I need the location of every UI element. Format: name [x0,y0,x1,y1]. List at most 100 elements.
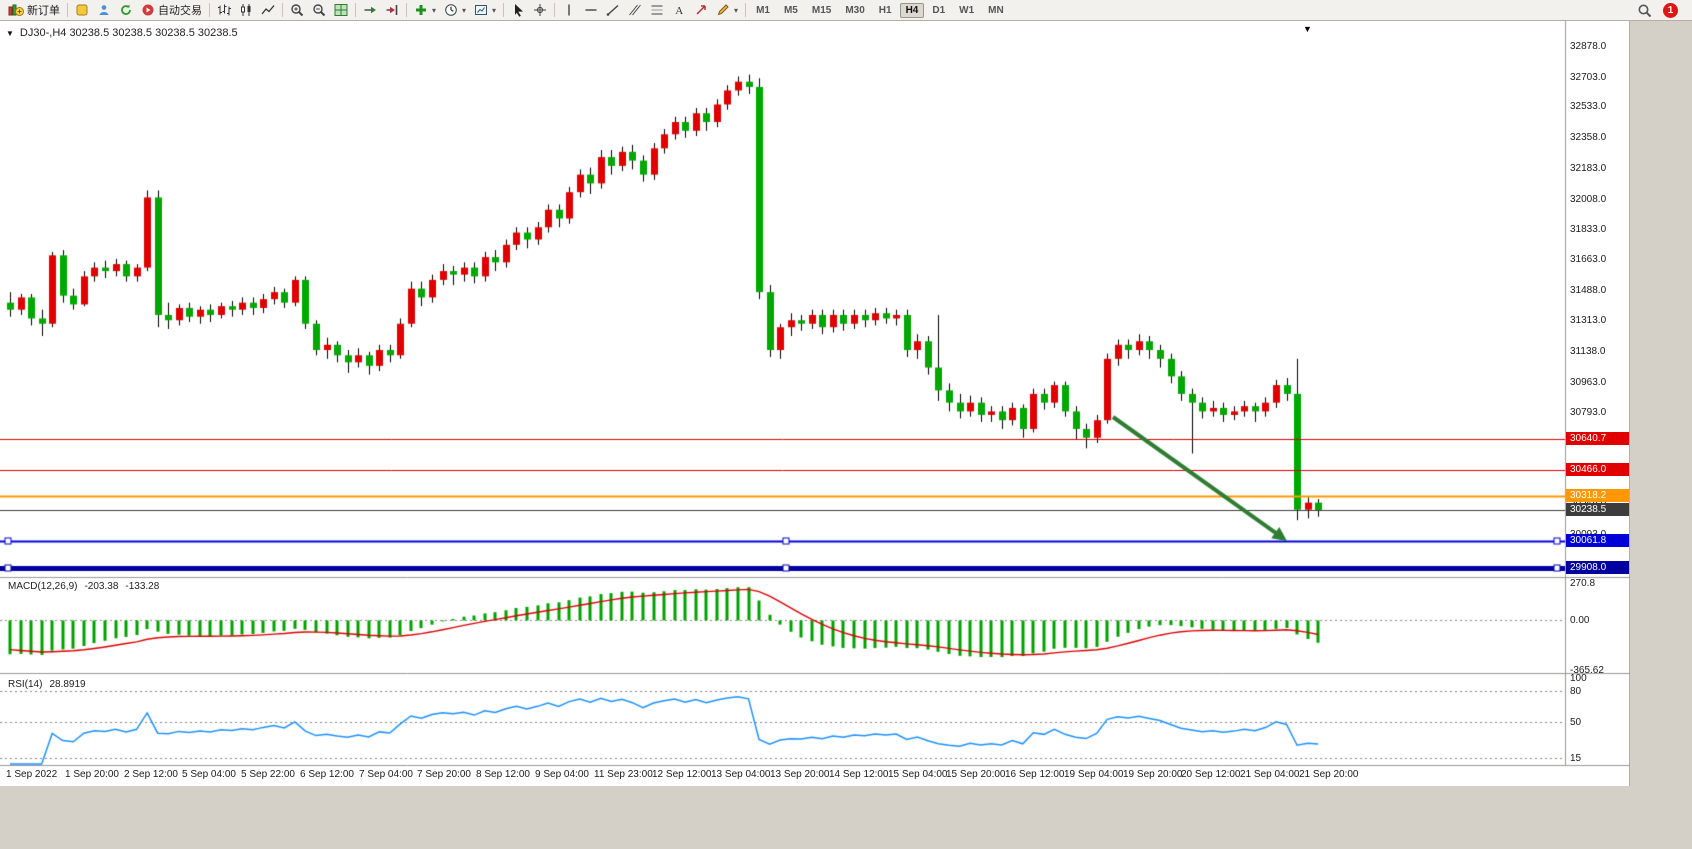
time-axis-label: 14 Sep 12:00 [829,769,889,780]
line-chart-icon [261,3,275,17]
autotrade-icon [141,3,155,17]
time-axis-label: 2 Sep 12:00 [124,769,178,780]
market-button[interactable] [93,1,115,19]
time-axis-label: 9 Sep 04:00 [535,769,589,780]
indicators-button[interactable]: ▾ [410,1,440,19]
time-axis-label: 12 Sep 12:00 [652,769,712,780]
resistance-price-tag-1: 30640.7 [1566,432,1629,445]
text-button[interactable]: A [668,1,690,19]
support-price-tag-2: 29908.0 [1566,561,1629,574]
time-axis-label: 15 Sep 04:00 [888,769,948,780]
price-axis-label: 32533.0 [1570,101,1607,112]
price-axis-label: 30963.0 [1570,377,1607,388]
new-order-button[interactable]: 新订单 [4,1,64,19]
price-axis-label: 32358.0 [1570,132,1607,143]
search-icon [1637,3,1652,18]
indicators-icon [414,3,428,17]
zoom-in-icon [290,3,304,17]
price-axis-label: 31138.0 [1570,346,1606,357]
algo-trading-button[interactable]: 自动交易 [137,1,206,19]
macd-indicator-label: MACD(12,26,9) -203.38 -133.28 [8,581,159,592]
price-chart-canvas[interactable] [0,21,1630,786]
zoom-in-button[interactable] [286,1,308,19]
time-axis-label: 7 Sep 20:00 [417,769,471,780]
tile-windows-button[interactable] [330,1,352,19]
chart-menu-arrow-icon[interactable]: ▼ [1303,24,1312,34]
crosshair-button[interactable] [529,1,551,19]
chart-shift-button[interactable] [381,1,403,19]
periods-button[interactable]: ▾ [440,1,470,19]
timeframe-w1-button[interactable]: W1 [959,4,975,16]
cursor-icon [511,3,525,17]
chart-shift-icon [385,3,399,17]
dropdown-caret-icon: ▾ [462,5,467,15]
one-click-trading-arrow-icon[interactable]: ▼ [6,28,14,38]
time-axis-label: 21 Sep 04:00 [1240,769,1300,780]
timeframe-d1-button[interactable]: D1 [932,4,946,16]
timeframe-m15-button[interactable]: M15 [811,4,832,16]
crosshair-icon [533,3,547,17]
fibonacci-button[interactable] [646,1,668,19]
time-axis-label: 21 Sep 20:00 [1299,769,1359,780]
line-chart-button[interactable] [257,1,279,19]
zoom-out-button[interactable] [308,1,330,19]
market-icon [97,3,111,17]
vertical-line-button[interactable] [558,1,580,19]
orange-level-price-tag: 30318.2 [1566,489,1629,502]
horizontal-line-button[interactable] [580,1,602,19]
time-axis-label: 16 Sep 12:00 [1005,769,1065,780]
vertical-line-icon [562,3,576,17]
timeframe-m30-button[interactable]: M30 [845,4,865,16]
price-axis-label: 32008.0 [1570,194,1607,205]
fibonacci-icon [650,3,664,17]
auto-scroll-button[interactable] [359,1,381,19]
cursor-button[interactable] [507,1,529,19]
templates-button[interactable]: ▾ [470,1,500,19]
text-icon: A [672,3,686,17]
support-price-tag-1: 30061.8 [1566,534,1629,547]
refresh-button[interactable] [115,1,137,19]
metaeditor-button[interactable] [71,1,93,19]
time-axis-label: 8 Sep 12:00 [476,769,530,780]
time-axis-label: 15 Sep 20:00 [946,769,1006,780]
candlestick-chart-button[interactable] [235,1,257,19]
dropdown-caret-icon: ▾ [492,5,497,15]
price-axis-label: 32183.0 [1570,163,1607,174]
price-axis-label: 32703.0 [1570,72,1607,83]
main-toolbar: 新订单 自动交易 ▾ ▾ ▾ A ▾ M1 M5 M15 M30 H1 H4 D1 W1 MN 1 [0,0,1692,21]
candlestick-icon [239,3,253,17]
bar-chart-button[interactable] [213,1,235,19]
arrows-button[interactable] [690,1,712,19]
algo-trading-button-label: 自动交易 [158,5,202,17]
toolbar-separator [355,3,356,17]
time-axis-label: 1 Sep 2022 [6,769,58,780]
timeframe-h4-button[interactable]: H4 [899,2,925,18]
rsi-indicator-label: RSI(14) 28.8919 [8,679,86,690]
tile-windows-icon [334,3,348,17]
timeframe-mn-button[interactable]: MN [988,4,1004,16]
channel-button[interactable] [624,1,646,19]
price-axis-label: 31488.0 [1570,285,1607,296]
rsi-value: 28.8919 [49,679,86,690]
trendline-button[interactable] [602,1,624,19]
draw-tools-button[interactable]: ▾ [712,1,742,19]
notification-badge[interactable]: 1 [1663,2,1678,18]
search-button[interactable] [1633,1,1656,19]
chart-title: ▼ DJ30-,H4 30238.5 30238.5 30238.5 30238… [6,27,238,39]
new-order-icon [8,3,24,17]
arrows-icon [694,3,708,17]
toolbar-separator [67,3,68,17]
time-axis-label: 7 Sep 04:00 [359,769,413,780]
time-axis-label: 19 Sep 04:00 [1064,769,1124,780]
timeframe-h1-button[interactable]: H1 [878,4,892,16]
rsi-label-text: RSI(14) [8,679,43,690]
timeframe-m1-button[interactable]: M1 [756,4,770,16]
price-axis-label: 31313.0 [1570,315,1607,326]
macd-scale-label: 270.8 [1570,578,1596,589]
price-axis-label: 30793.0 [1570,407,1607,418]
rsi-scale-label: 15 [1570,753,1582,764]
bar-chart-icon [217,3,231,17]
macd-scale-label: -365.62 [1570,665,1604,676]
timeframe-m5-button[interactable]: M5 [783,4,798,16]
time-axis-label: 6 Sep 12:00 [300,769,354,780]
